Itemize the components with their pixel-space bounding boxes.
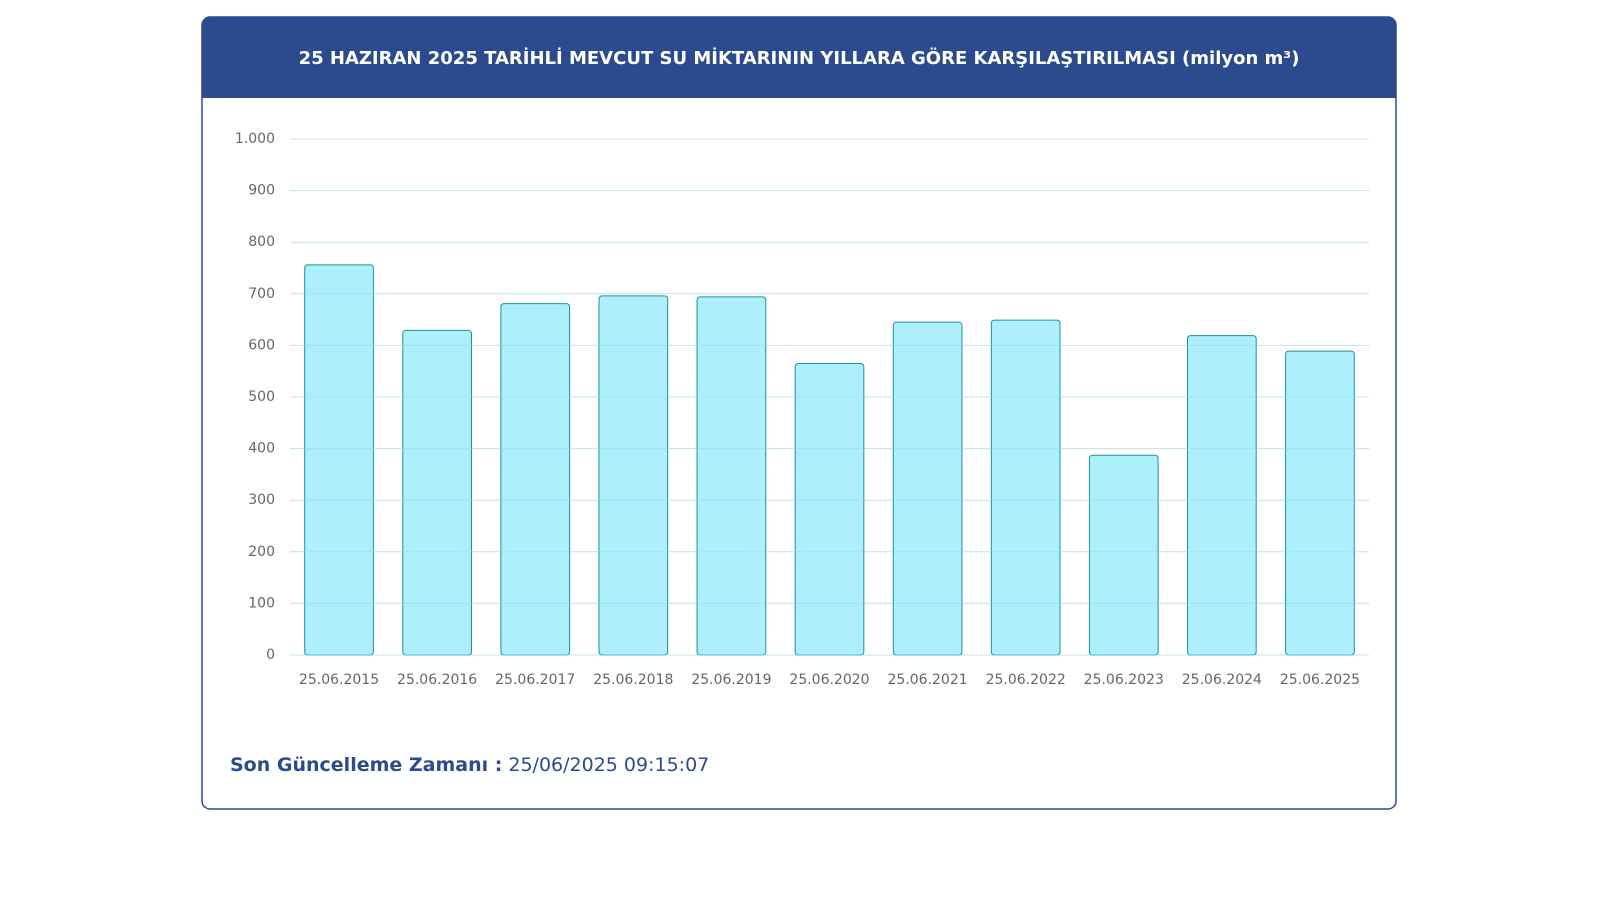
bar xyxy=(598,295,669,656)
bar xyxy=(402,329,472,656)
x-tick-label: 25.06.2017 xyxy=(495,672,575,688)
y-tick-label: 500 xyxy=(248,389,275,405)
card-header xyxy=(202,17,1396,98)
footer: Son Güncelleme Zamanı : 25/06/2025 09:15:… xyxy=(230,754,709,776)
x-tick-label: 25.06.2019 xyxy=(691,672,771,688)
y-tick-label: 1.000 xyxy=(235,131,275,147)
bar xyxy=(1187,335,1257,656)
footer-label: Son Güncelleme Zamanı : xyxy=(230,754,502,776)
x-tick-label: 25.06.2023 xyxy=(1084,672,1164,688)
x-tick-label: 25.06.2020 xyxy=(789,672,869,688)
x-tick-label: 25.06.2021 xyxy=(888,672,968,688)
bar xyxy=(500,303,571,656)
bar xyxy=(794,362,865,656)
y-tick-label: 0 xyxy=(266,647,275,663)
chart-title: 25 HAZIRAN 2025 TARİHLİ MEVCUT SU MİKTAR… xyxy=(299,47,1300,69)
y-tick-label: 700 xyxy=(248,286,275,302)
y-tick-label: 600 xyxy=(248,337,275,353)
x-tick-label: 25.06.2018 xyxy=(593,672,673,688)
y-tick-label: 300 xyxy=(248,492,275,508)
bar xyxy=(1088,454,1159,656)
y-tick-label: 900 xyxy=(248,183,275,199)
x-tick-label: 25.06.2016 xyxy=(397,672,477,688)
bar xyxy=(892,321,963,656)
bar xyxy=(990,319,1061,656)
footer-value: 25/06/2025 09:15:07 xyxy=(508,754,709,776)
y-tick-label: 400 xyxy=(248,441,275,457)
x-tick-label: 25.06.2022 xyxy=(986,672,1066,688)
y-tick-label: 100 xyxy=(248,595,275,611)
y-tick-label: 800 xyxy=(248,234,275,250)
y-tick-label: 200 xyxy=(248,544,275,560)
x-tick-label: 25.06.2015 xyxy=(299,672,379,688)
bar xyxy=(304,264,374,656)
x-tick-label: 25.06.2025 xyxy=(1280,672,1360,688)
x-tick-label: 25.06.2024 xyxy=(1182,672,1262,688)
bar xyxy=(696,296,767,656)
